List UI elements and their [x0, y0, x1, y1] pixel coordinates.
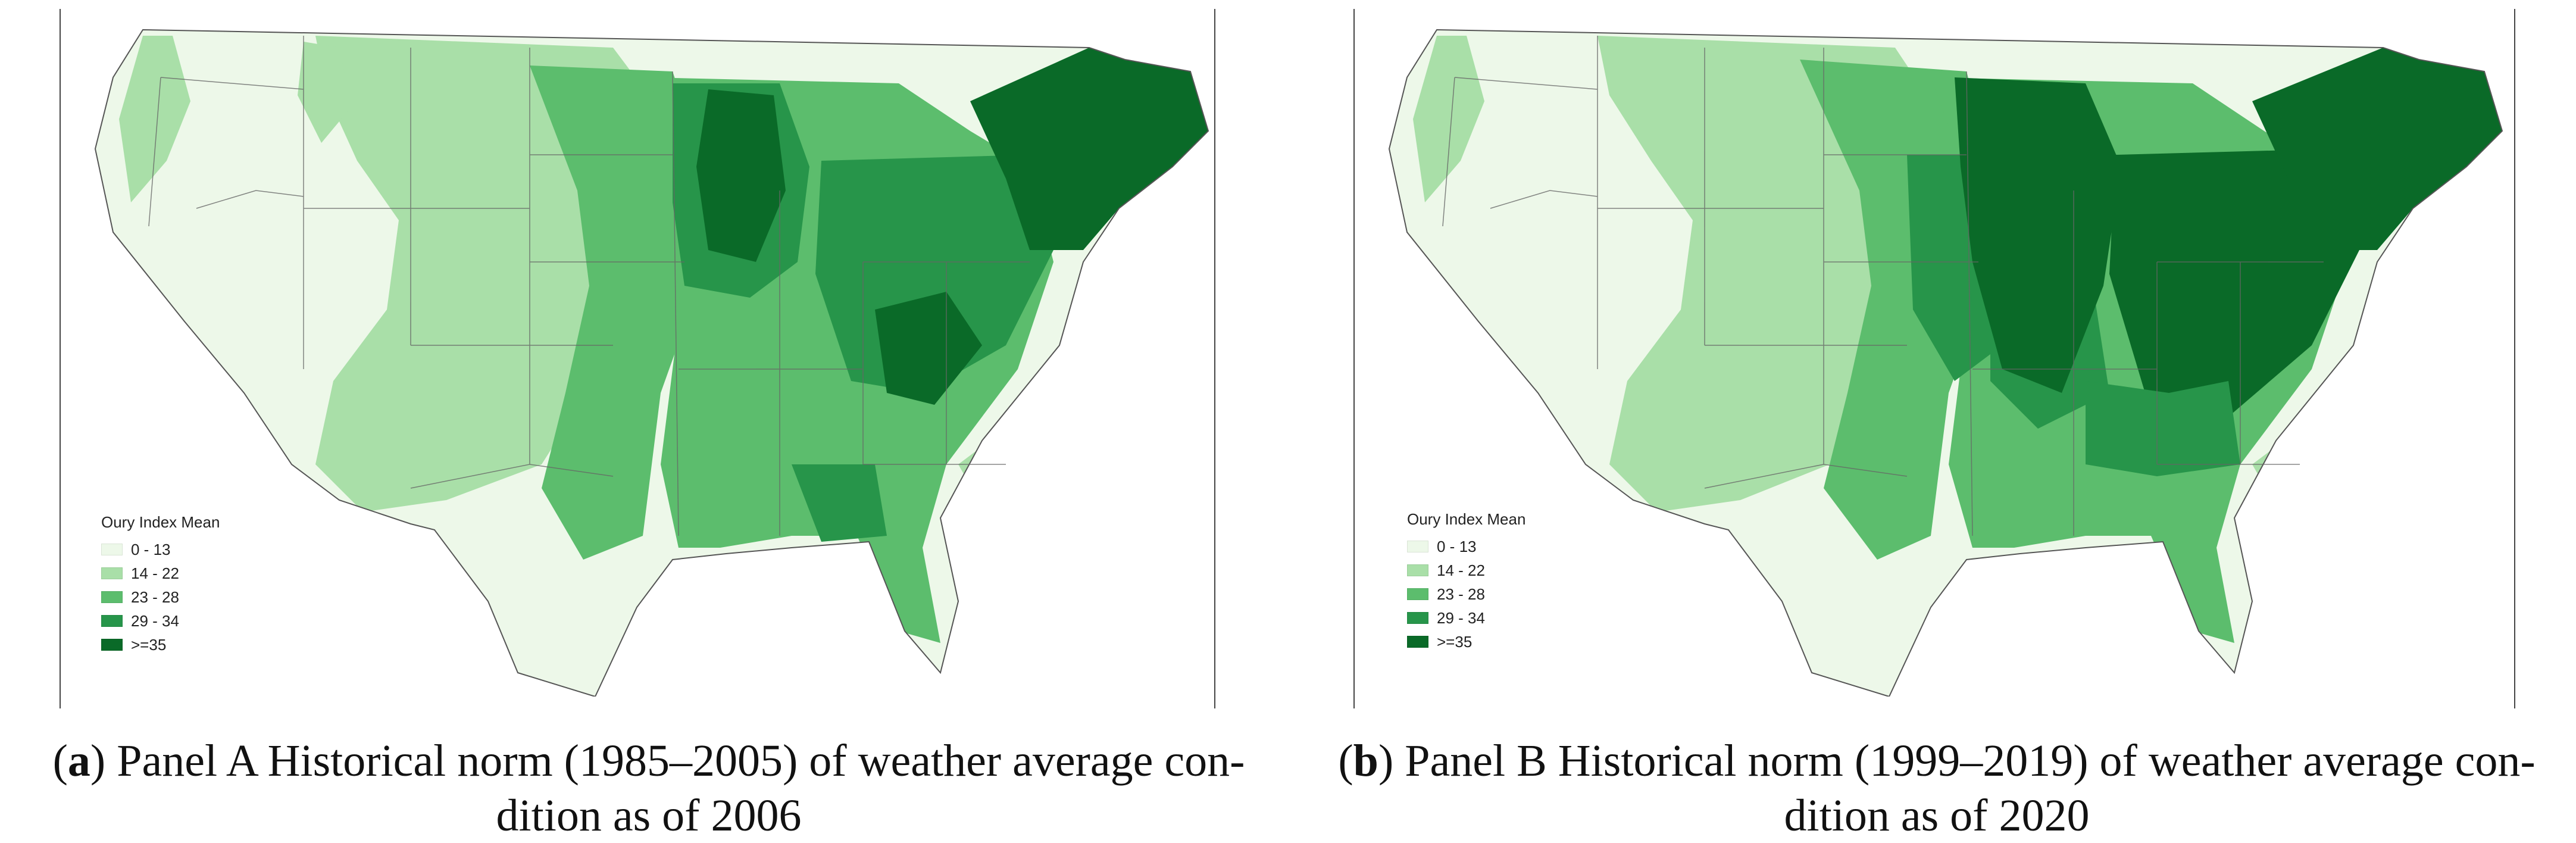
panel-a-caption-line1: Panel A Historical norm (1985–2005) of w…	[117, 736, 1245, 786]
legend-swatch-23-28	[101, 591, 123, 603]
legend-swatch-35-plus	[101, 639, 123, 651]
legend-item: 23 - 28	[1407, 582, 1525, 606]
panel-b-us-map	[1388, 29, 2503, 697]
legend-label: 23 - 28	[131, 588, 179, 606]
legend-swatch-0-13	[101, 544, 123, 555]
legend-item: 29 - 34	[1407, 606, 1525, 630]
legend-label: 14 - 22	[131, 564, 179, 582]
panel-b-right-frame-line	[2514, 9, 2515, 708]
legend-swatch-14-22	[101, 567, 123, 579]
legend-item: >=35	[101, 633, 220, 657]
legend-item: 29 - 34	[101, 609, 220, 633]
panel-b-caption-line2: dition as of 2020	[1784, 791, 2090, 841]
legend-item: >=35	[1407, 630, 1525, 654]
panel-b-caption-line1: Panel B Historical norm (1999–2019) of w…	[1405, 736, 2536, 786]
panel-a: Oury Index Mean 0 - 13 14 - 22 23 - 28 2…	[0, 0, 1288, 842]
panel-a-right-frame-line	[1214, 9, 1215, 708]
legend-swatch-14-22	[1407, 564, 1428, 576]
legend-label: 29 - 34	[131, 611, 179, 630]
legend-swatch-29-34	[1407, 612, 1428, 624]
legend-label: >=35	[131, 635, 167, 654]
legend-label: 14 - 22	[1437, 561, 1485, 579]
legend-swatch-29-34	[101, 615, 123, 627]
legend-label: 29 - 34	[1437, 608, 1485, 627]
panel-b: Oury Index Mean 0 - 13 14 - 22 23 - 28 2…	[1288, 0, 2576, 842]
panel-b-legend: Oury Index Mean 0 - 13 14 - 22 23 - 28 2…	[1407, 510, 1525, 654]
panel-a-caption: (a) Panel A Historical norm (1985–2005) …	[52, 736, 1245, 841]
legend-item: 0 - 13	[101, 538, 220, 561]
legend-item: 0 - 13	[1407, 535, 1525, 558]
legend-swatch-35-plus	[1407, 636, 1428, 648]
legend-item: 14 - 22	[101, 561, 220, 585]
panel-b-caption-label: b	[1353, 736, 1378, 786]
legend-swatch-23-28	[1407, 588, 1428, 600]
panel-b-caption: (b) Panel B Historical norm (1999–2019) …	[1338, 736, 2536, 841]
panel-a-caption-label: a	[67, 736, 90, 786]
panel-a-caption-line2: dition as of 2006	[496, 791, 802, 841]
legend-label: 23 - 28	[1437, 585, 1485, 603]
legend-label: 0 - 13	[1437, 537, 1477, 555]
legend-item: 14 - 22	[1407, 558, 1525, 582]
panel-a-legend: Oury Index Mean 0 - 13 14 - 22 23 - 28 2…	[101, 513, 220, 657]
legend-item: 23 - 28	[101, 585, 220, 609]
legend-title: Oury Index Mean	[101, 513, 220, 531]
panel-a-left-frame-line	[60, 9, 61, 708]
legend-title: Oury Index Mean	[1407, 510, 1526, 528]
legend-label: 0 - 13	[131, 540, 171, 558]
legend-label: >=35	[1437, 632, 1473, 651]
legend-swatch-0-13	[1407, 541, 1428, 552]
panel-a-us-map	[94, 29, 1209, 697]
panel-b-left-frame-line	[1353, 9, 1355, 708]
